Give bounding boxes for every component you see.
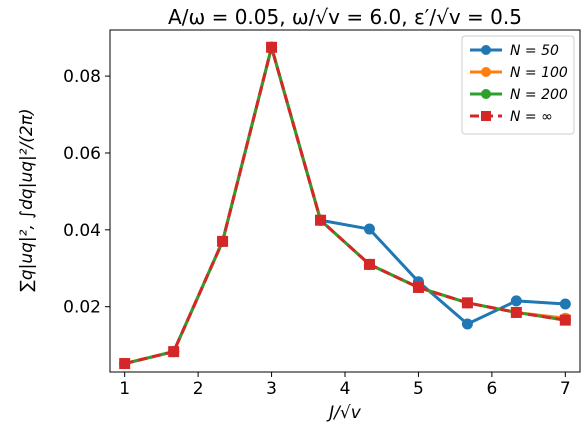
legend-marker [481,89,491,99]
data-point [412,281,424,293]
data-point [559,298,571,310]
legend-label: N = 200 [510,87,568,103]
y-tick-label: 0.06 [63,144,101,164]
data-point [461,297,473,309]
data-point [266,41,278,53]
legend: N = 50 N = 100 N = 200 N = ∞ [461,35,575,135]
data-point [559,314,571,326]
legend-label: N = 50 [510,43,559,59]
x-tick-label: 5 [413,379,424,399]
x-tick-label: 7 [560,379,571,399]
data-point [119,358,131,370]
y-tick-label: 0.04 [63,221,101,241]
series-line [124,45,566,366]
data-point [217,235,229,247]
data-point [363,258,375,270]
x-tick-label: 3 [266,379,277,399]
axes: 1 2 3 4 5 6 7 0.02 0.04 0.06 0.08 [63,67,571,399]
x-axis-label: J/√v [326,403,362,423]
data-point [461,318,473,330]
legend-label: N = 100 [510,65,568,81]
data-point [510,306,522,318]
x-tick-label: 2 [193,379,204,399]
x-tick-label: 4 [340,379,351,399]
series-3 [119,41,571,370]
legend-marker [481,45,491,55]
x-tick-label: 1 [119,379,130,399]
legend-label: N = ∞ [510,109,553,125]
legend-marker [481,111,491,121]
data-point [315,214,327,226]
y-tick-label: 0.02 [63,298,101,318]
data-point [363,223,375,235]
data-point [510,295,522,307]
legend-box [461,35,575,135]
y-tick-label: 0.08 [63,67,101,87]
x-tick-label: 6 [486,379,497,399]
y-axis-label: ∑q|uq|², ∫dq|uq|²/(2π) [17,108,37,291]
chart-title: A/ω = 0.05, ω/√v = 6.0, ε′/√v = 0.5 [168,5,522,29]
series-layer [119,41,571,370]
data-point [168,346,180,358]
legend-marker [481,67,491,77]
